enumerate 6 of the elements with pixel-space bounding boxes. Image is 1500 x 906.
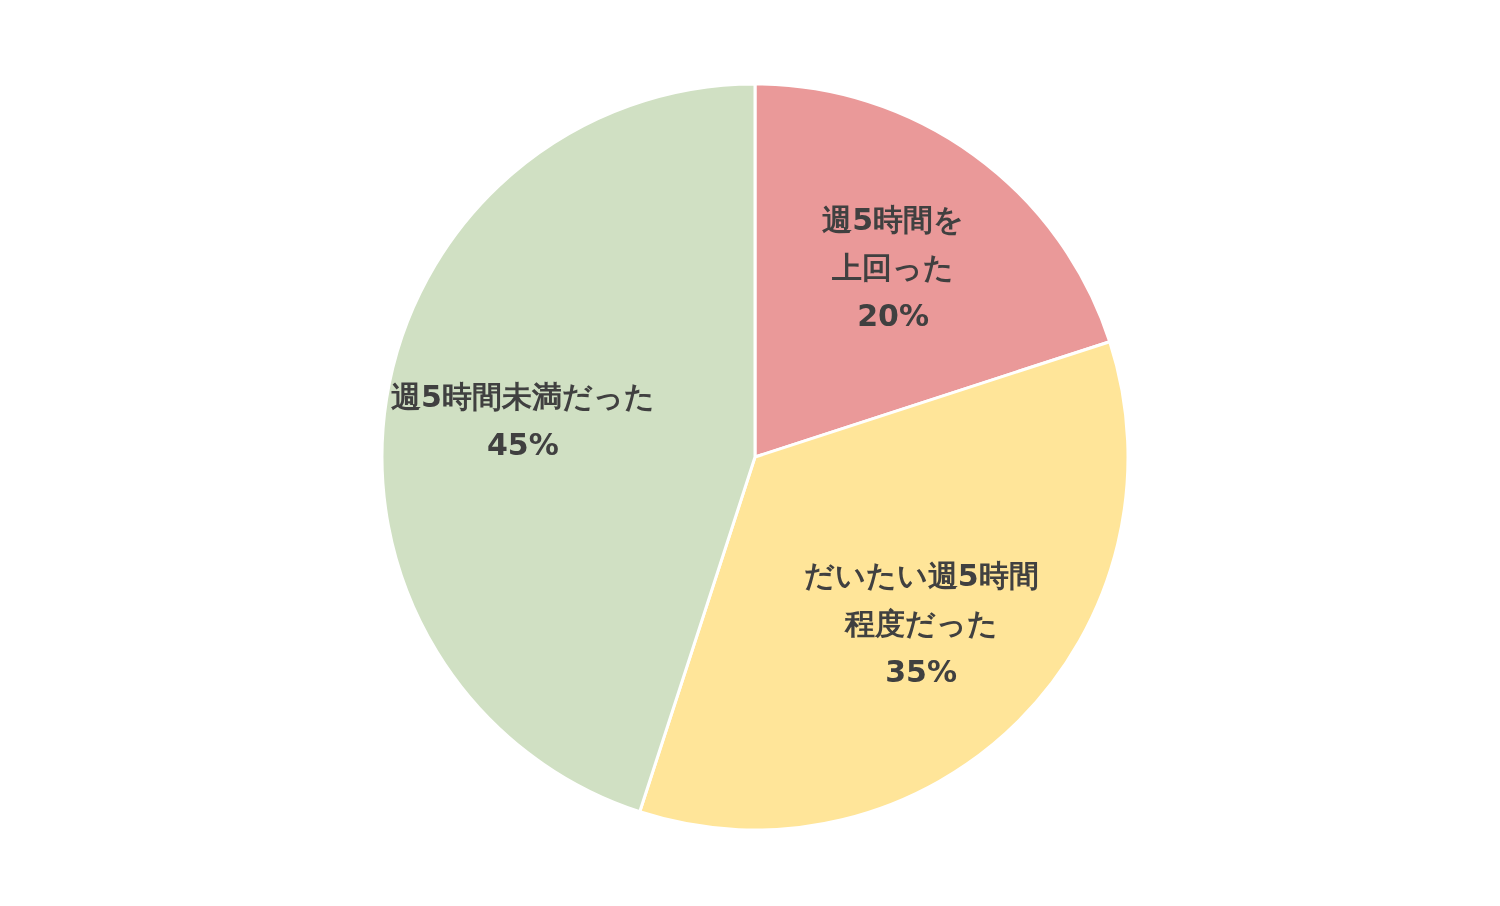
- slice-label: 週5時間を上回った: [822, 201, 965, 285]
- slice-label: 週5時間未満だった: [390, 378, 655, 414]
- slice-label: だいたい週5時間程度だった: [803, 557, 1039, 641]
- data-label: 35%: [885, 653, 958, 689]
- data-label: 45%: [487, 426, 559, 462]
- data-label: 20%: [857, 297, 930, 333]
